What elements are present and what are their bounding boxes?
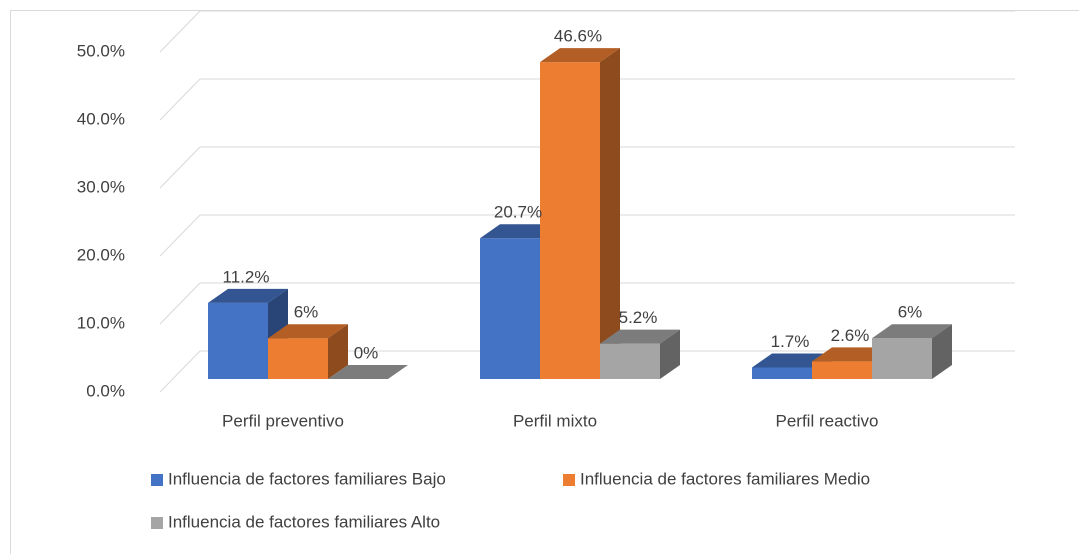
legend-label: Influencia de factores familiares Alto (168, 512, 440, 531)
value-label: 6% (898, 303, 923, 322)
y-tick-label: 0.0% (86, 381, 125, 400)
bar-front (208, 302, 268, 379)
bar-side (328, 324, 348, 379)
legend-swatch (151, 474, 163, 486)
x-tick-label: Perfil reactivo (776, 411, 879, 430)
bar-top (600, 329, 680, 344)
bar-side (600, 48, 620, 380)
legend-label: Influencia de factores familiares Medio (580, 469, 870, 488)
value-label: 46.6% (554, 27, 602, 46)
y-tick-label: 10.0% (77, 313, 125, 332)
value-label: 20.7% (494, 203, 542, 222)
bar-top (872, 324, 952, 339)
bar-top (268, 324, 348, 339)
value-label: 2.6% (831, 326, 870, 345)
grid-line (159, 350, 201, 393)
y-tick-label: 20.0% (77, 245, 125, 264)
y-tick-label: 50.0% (77, 41, 125, 60)
bar-front (752, 367, 812, 379)
bar-top (540, 48, 620, 63)
bar-top (328, 365, 408, 379)
bar-side (932, 324, 952, 379)
grid-line (159, 10, 201, 53)
grid-line (159, 214, 201, 257)
x-tick-label: Perfil preventivo (222, 411, 344, 430)
bar-front (872, 338, 932, 379)
y-tick-label: 30.0% (77, 177, 125, 196)
bar-side (660, 329, 680, 379)
y-tick-label: 40.0% (77, 109, 125, 128)
value-label: 5.2% (619, 308, 658, 327)
legend-label: Influencia de factores familiares Bajo (168, 469, 446, 488)
bar-front (480, 238, 540, 379)
bar-front (812, 361, 872, 379)
legend-swatch (563, 474, 575, 486)
bar-front (268, 338, 328, 379)
value-label: 1.7% (771, 332, 810, 351)
value-label: 11.2% (223, 267, 270, 286)
bar-top (208, 288, 288, 303)
legend-swatch (151, 517, 163, 529)
value-label: 0% (354, 343, 379, 362)
bar-front (540, 62, 600, 380)
grid-line (159, 282, 201, 325)
value-label: 6% (294, 303, 319, 322)
bar-front (600, 343, 660, 379)
x-tick-label: Perfil mixto (513, 411, 597, 430)
grid-line (159, 78, 201, 121)
grid-line (159, 146, 201, 189)
